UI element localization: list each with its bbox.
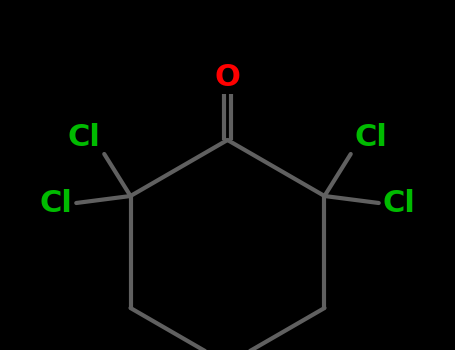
Text: Cl: Cl xyxy=(354,123,387,152)
Text: O: O xyxy=(215,63,240,92)
Text: Cl: Cl xyxy=(382,189,415,217)
Text: Cl: Cl xyxy=(68,123,101,152)
Text: Cl: Cl xyxy=(40,189,73,217)
